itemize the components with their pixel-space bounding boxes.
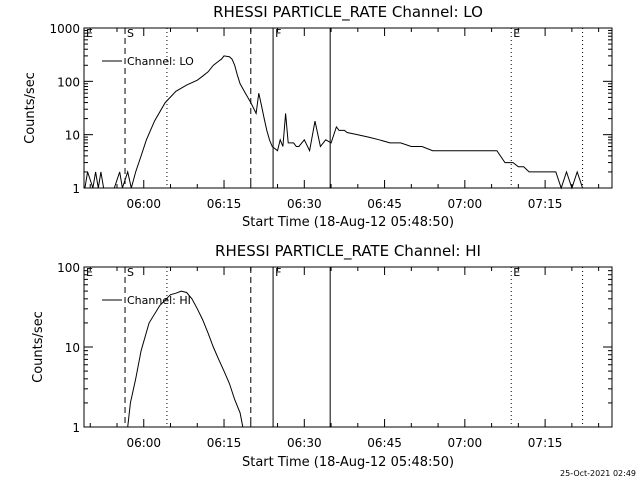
event-marker-label: S [127, 27, 134, 40]
y-tick-label: 1 [72, 182, 80, 196]
x-axis-label: Start Time (18-Aug-12 05:48:50) [242, 215, 454, 230]
event-marker-label: F [275, 266, 281, 279]
event-marker-label: E [86, 266, 93, 279]
event-marker-label: F [275, 27, 281, 40]
x-axis-label: Start Time (18-Aug-12 05:48:50) [242, 455, 454, 470]
legend-label: Channel: LO [127, 55, 194, 68]
event-marker-label: E [513, 266, 520, 279]
chart-title: RHESSI PARTICLE_RATE Channel: LO [213, 3, 483, 22]
series-line [84, 55, 591, 190]
x-tick-label: 06:00 [126, 436, 161, 450]
y-tick-label: 10 [65, 129, 80, 143]
chart-title: RHESSI PARTICLE_RATE Channel: HI [215, 242, 481, 261]
y-tick-label: 1000 [49, 22, 80, 36]
event-marker-label: E [86, 27, 93, 40]
x-tick-label: 06:45 [367, 436, 402, 450]
lo-channel-panel: RHESSI PARTICLE_RATE Channel: LO 06:00 06:… [23, 3, 613, 230]
y-tick-label: 1 [72, 421, 80, 435]
x-tick-label: 07:15 [528, 197, 563, 211]
x-tick-label: 06:30 [287, 436, 322, 450]
footer-timestamp: 25-Oct-2021 02:49 [560, 469, 636, 478]
x-tick-label: 06:45 [367, 197, 402, 211]
hi-channel-panel: RHESSI PARTICLE_RATE Channel: HI 06:00 06:… [31, 242, 613, 470]
event-marker-label: S [127, 266, 134, 279]
plot-frame [83, 266, 613, 428]
x-tick-label: 06:15 [207, 436, 242, 450]
y-tick-label: 100 [57, 75, 80, 89]
y-tick-label: 10 [65, 341, 80, 355]
x-tick-label: 07:00 [448, 436, 483, 450]
y-axis-label: Counts/sec [23, 72, 38, 144]
y-tick-label: 100 [57, 261, 80, 275]
x-tick-label: 07:15 [528, 436, 563, 450]
x-tick-label: 06:30 [287, 197, 322, 211]
x-tick-label: 07:00 [448, 197, 483, 211]
y-axis-label: Counts/sec [31, 311, 46, 383]
x-tick-label: 06:00 [126, 197, 161, 211]
plot-frame [83, 27, 613, 189]
series-line [127, 290, 244, 428]
event-marker-label: E [513, 27, 520, 40]
x-tick-label: 06:15 [207, 197, 242, 211]
legend-label: Channel: HI [127, 294, 191, 307]
